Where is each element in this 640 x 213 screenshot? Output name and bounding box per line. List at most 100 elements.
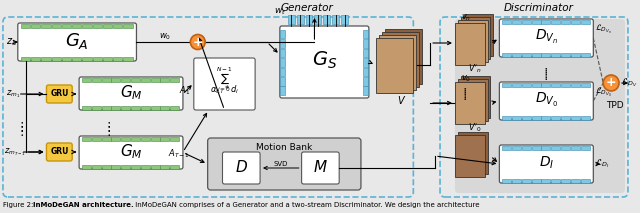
FancyBboxPatch shape <box>499 82 593 120</box>
FancyBboxPatch shape <box>580 20 589 23</box>
Text: $G_A$: $G_A$ <box>65 31 89 51</box>
FancyBboxPatch shape <box>82 164 91 168</box>
FancyBboxPatch shape <box>364 49 369 57</box>
FancyBboxPatch shape <box>83 56 92 60</box>
FancyBboxPatch shape <box>541 115 550 119</box>
FancyBboxPatch shape <box>297 15 303 24</box>
FancyBboxPatch shape <box>111 78 120 82</box>
Text: $\mathcal{L}_{D_{V_0}}$: $\mathcal{L}_{D_{V_0}}$ <box>595 86 612 99</box>
FancyBboxPatch shape <box>499 19 593 57</box>
FancyBboxPatch shape <box>170 164 179 168</box>
FancyBboxPatch shape <box>580 82 589 86</box>
Text: M: M <box>314 161 327 176</box>
FancyBboxPatch shape <box>532 115 541 119</box>
FancyBboxPatch shape <box>499 145 593 183</box>
FancyBboxPatch shape <box>455 82 484 124</box>
FancyBboxPatch shape <box>161 78 170 82</box>
FancyBboxPatch shape <box>522 145 531 150</box>
FancyBboxPatch shape <box>580 145 589 150</box>
FancyBboxPatch shape <box>512 20 521 23</box>
FancyBboxPatch shape <box>103 23 112 27</box>
FancyBboxPatch shape <box>51 56 61 60</box>
FancyBboxPatch shape <box>82 137 91 141</box>
FancyBboxPatch shape <box>323 15 330 24</box>
FancyBboxPatch shape <box>121 137 130 141</box>
FancyBboxPatch shape <box>131 105 140 109</box>
FancyBboxPatch shape <box>141 78 150 82</box>
Circle shape <box>604 75 619 91</box>
FancyBboxPatch shape <box>580 115 589 119</box>
Text: ⋮: ⋮ <box>458 86 471 99</box>
FancyBboxPatch shape <box>385 29 422 84</box>
FancyBboxPatch shape <box>51 23 61 27</box>
FancyBboxPatch shape <box>113 56 122 60</box>
FancyBboxPatch shape <box>522 20 531 23</box>
FancyBboxPatch shape <box>502 82 511 86</box>
Text: $z_{m_1}$: $z_{m_1}$ <box>6 88 20 100</box>
FancyBboxPatch shape <box>532 178 541 183</box>
FancyBboxPatch shape <box>72 23 81 27</box>
FancyBboxPatch shape <box>82 78 91 82</box>
FancyBboxPatch shape <box>280 77 285 86</box>
FancyBboxPatch shape <box>161 105 170 109</box>
Text: $A_1$: $A_1$ <box>179 85 190 97</box>
FancyBboxPatch shape <box>41 56 51 60</box>
Text: $A_{T-1}$: $A_{T-1}$ <box>168 148 190 160</box>
FancyBboxPatch shape <box>150 164 159 168</box>
FancyBboxPatch shape <box>18 23 136 61</box>
Text: $V'_n$: $V'_n$ <box>468 63 481 75</box>
FancyBboxPatch shape <box>150 78 159 82</box>
FancyBboxPatch shape <box>455 23 484 65</box>
FancyBboxPatch shape <box>580 178 589 183</box>
FancyBboxPatch shape <box>502 115 511 119</box>
FancyBboxPatch shape <box>121 164 130 168</box>
Text: $D_{V_0}$: $D_{V_0}$ <box>535 91 558 109</box>
FancyBboxPatch shape <box>280 30 285 38</box>
FancyBboxPatch shape <box>121 105 130 109</box>
Text: InMoDeGAN architecture.: InMoDeGAN architecture. <box>33 202 133 208</box>
Text: $G_M$: $G_M$ <box>120 83 142 102</box>
FancyBboxPatch shape <box>561 145 570 150</box>
FancyBboxPatch shape <box>364 86 369 95</box>
FancyBboxPatch shape <box>170 105 179 109</box>
FancyBboxPatch shape <box>92 78 101 82</box>
FancyBboxPatch shape <box>31 56 40 60</box>
FancyBboxPatch shape <box>551 178 560 183</box>
FancyBboxPatch shape <box>161 137 170 141</box>
FancyBboxPatch shape <box>170 137 179 141</box>
FancyBboxPatch shape <box>82 105 91 109</box>
FancyBboxPatch shape <box>381 32 419 87</box>
FancyBboxPatch shape <box>364 68 369 76</box>
FancyBboxPatch shape <box>72 56 81 60</box>
FancyBboxPatch shape <box>280 68 285 76</box>
FancyBboxPatch shape <box>571 82 580 86</box>
FancyBboxPatch shape <box>522 178 531 183</box>
FancyBboxPatch shape <box>512 82 521 86</box>
FancyBboxPatch shape <box>364 39 369 48</box>
Text: $V'_0$: $V'_0$ <box>468 122 481 134</box>
FancyBboxPatch shape <box>150 105 159 109</box>
FancyBboxPatch shape <box>31 23 40 27</box>
FancyBboxPatch shape <box>280 26 369 98</box>
FancyBboxPatch shape <box>376 38 413 93</box>
Text: $\mathcal{L}_{D_{V_n}}$: $\mathcal{L}_{D_{V_n}}$ <box>595 23 612 36</box>
FancyBboxPatch shape <box>194 58 255 110</box>
FancyBboxPatch shape <box>561 20 570 23</box>
FancyBboxPatch shape <box>131 164 140 168</box>
Text: Figure 2:: Figure 2: <box>3 202 36 208</box>
FancyBboxPatch shape <box>522 52 531 56</box>
FancyBboxPatch shape <box>541 52 550 56</box>
FancyBboxPatch shape <box>280 49 285 57</box>
FancyBboxPatch shape <box>93 23 102 27</box>
FancyBboxPatch shape <box>141 137 150 141</box>
Text: $v_0$: $v_0$ <box>461 74 471 84</box>
FancyBboxPatch shape <box>280 39 285 48</box>
FancyBboxPatch shape <box>461 76 490 118</box>
Text: ⋮: ⋮ <box>540 69 552 82</box>
FancyBboxPatch shape <box>131 78 140 82</box>
Text: $z_a$: $z_a$ <box>6 36 17 48</box>
FancyBboxPatch shape <box>561 115 570 119</box>
FancyBboxPatch shape <box>113 23 122 27</box>
FancyBboxPatch shape <box>301 152 339 184</box>
FancyBboxPatch shape <box>364 77 369 86</box>
